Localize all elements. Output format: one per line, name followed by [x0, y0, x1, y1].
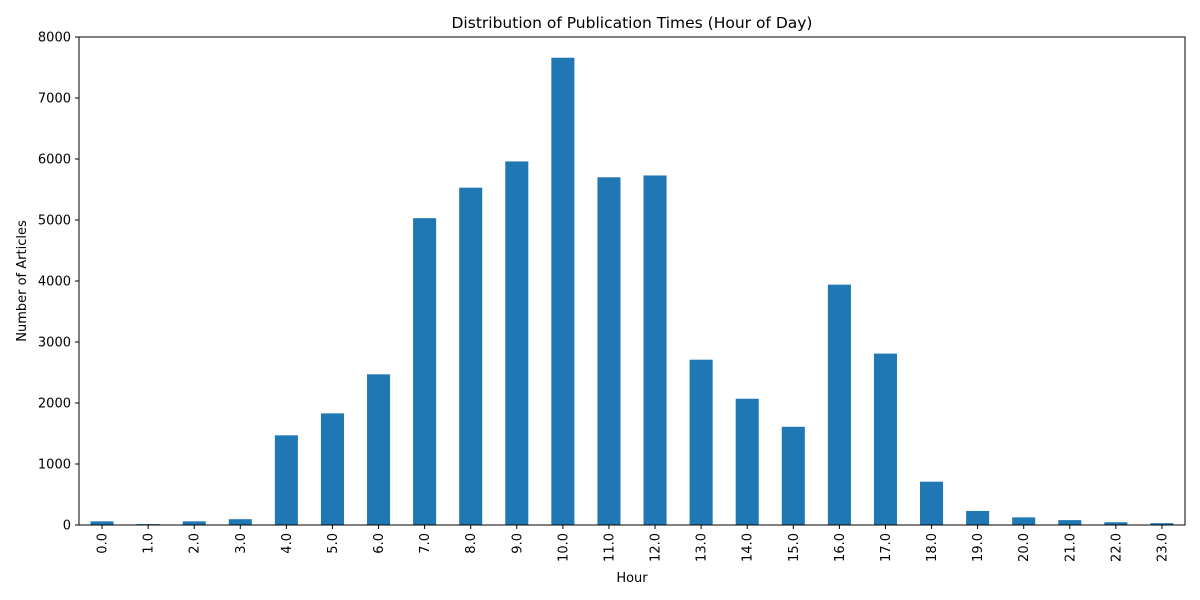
bar-hour-12 — [643, 175, 667, 525]
bar-hour-9 — [505, 161, 529, 525]
bar-hour-13 — [689, 359, 713, 525]
y-tick-label: 8000 — [38, 31, 71, 46]
bar-hour-10 — [551, 57, 575, 526]
x-tick-label: 13.0 — [695, 533, 710, 562]
bar-hour-11 — [597, 177, 621, 526]
x-tick-label: 6.0 — [372, 533, 387, 554]
bar-hour-4 — [274, 435, 298, 525]
y-tick-label: 1000 — [38, 458, 71, 473]
x-tick-label: 7.0 — [418, 533, 433, 554]
x-axis-label: Hour — [616, 571, 648, 586]
y-tick-label: 2000 — [38, 397, 71, 412]
y-tick-label: 4000 — [38, 275, 71, 290]
x-tick-label: 17.0 — [879, 533, 894, 562]
bar-hour-21 — [1058, 520, 1082, 525]
x-tick-label: 5.0 — [326, 533, 341, 554]
y-tick-label: 7000 — [38, 92, 71, 107]
plot-frame — [78, 36, 1186, 526]
x-tick-label: 11.0 — [602, 533, 617, 562]
x-tick-label: 12.0 — [649, 533, 664, 562]
x-tick-label: 22.0 — [1109, 533, 1124, 562]
bar-hour-23 — [1150, 523, 1174, 525]
x-tick-label: 19.0 — [971, 533, 986, 562]
bar-hour-19 — [966, 510, 990, 525]
x-tick-label: 4.0 — [280, 533, 295, 554]
y-tick-label: 3000 — [38, 336, 71, 351]
bar-hour-7 — [413, 218, 437, 526]
x-tick-label: 14.0 — [741, 533, 756, 562]
x-tick-label: 3.0 — [234, 533, 249, 554]
bar-hour-20 — [1012, 517, 1036, 525]
x-tick-label: 1.0 — [142, 533, 157, 554]
y-tick-label: 6000 — [38, 153, 71, 168]
bar-hour-16 — [827, 284, 851, 525]
x-axis-ticks: 0.0 1.0 2.0 3.0 4.0 5.0 6.0 7.0 8.0 9.0 10.0 11.0 12… — [96, 525, 1170, 562]
bar-hour-15 — [781, 426, 805, 525]
bar-hour-17 — [873, 353, 897, 525]
y-axis-label: Number of Articles — [15, 220, 30, 342]
x-tick-label: 18.0 — [925, 533, 940, 562]
bars-group — [90, 57, 1174, 526]
bar-hour-18 — [920, 481, 944, 525]
x-tick-label: 10.0 — [556, 533, 571, 562]
bar-hour-2 — [182, 521, 206, 525]
bar-hour-0 — [90, 521, 114, 525]
x-tick-label: 21.0 — [1063, 533, 1078, 562]
x-tick-label: 0.0 — [96, 533, 111, 554]
x-tick-label: 8.0 — [464, 533, 479, 554]
x-tick-label: 20.0 — [1017, 533, 1032, 562]
bar-hour-8 — [459, 187, 483, 526]
x-tick-label: 9.0 — [510, 533, 525, 554]
chart-title: Distribution of Publication Times (Hour … — [452, 14, 813, 32]
bar-hour-3 — [228, 519, 252, 525]
bar-hour-22 — [1104, 522, 1128, 525]
bar-hour-5 — [320, 413, 344, 525]
y-axis-ticks: 0 1000 2000 3000 4000 5000 6000 7000 8000 — [38, 31, 79, 534]
x-tick-label: 16.0 — [833, 533, 848, 562]
x-tick-label: 2.0 — [188, 533, 203, 554]
x-tick-label: 23.0 — [1155, 533, 1170, 562]
bar-hour-6 — [367, 374, 391, 525]
bar-hour-14 — [735, 398, 759, 525]
x-tick-label: 15.0 — [787, 533, 802, 562]
y-tick-label: 0 — [63, 519, 71, 534]
y-tick-label: 5000 — [38, 214, 71, 229]
